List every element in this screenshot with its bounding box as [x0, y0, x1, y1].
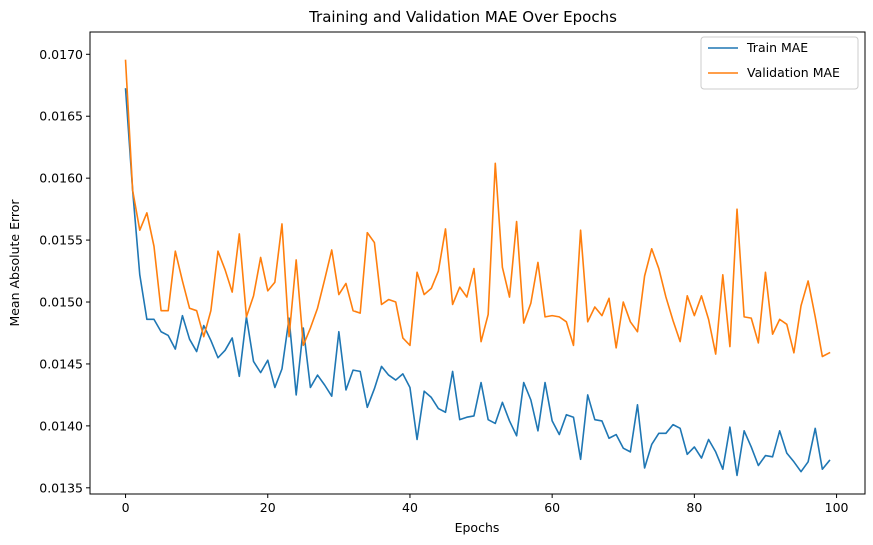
- chart-title: Training and Validation MAE Over Epochs: [308, 8, 617, 26]
- x-tick-label: 0: [122, 500, 130, 515]
- y-tick-label: 0.0160: [39, 171, 83, 186]
- series-layer: [124, 59, 831, 477]
- y-tick-label: 0.0155: [39, 233, 83, 248]
- y-tick-label: 0.0135: [39, 480, 83, 495]
- y-tick-label: 0.0140: [39, 418, 83, 433]
- legend-box: [700, 36, 859, 90]
- y-tick-label: 0.0170: [39, 47, 83, 62]
- y-tick-label: 0.0145: [39, 356, 83, 371]
- x-tick-label: 20: [260, 500, 276, 515]
- series-line-validation-mae: [124, 59, 831, 358]
- legend-label-validation-mae: Validation MAE: [747, 65, 840, 80]
- y-axis: 0.0135 0.0140 0.0145 0.0150 0.0155 0.0160 0.01…: [39, 47, 90, 495]
- x-tick-label: 60: [544, 500, 560, 515]
- x-axis-title: Epochs: [455, 520, 500, 535]
- y-tick-label: 0.0165: [39, 109, 83, 124]
- x-axis: 0 20 40 60 80 100: [122, 494, 849, 515]
- legend: Train MAE Validation MAE: [700, 36, 859, 90]
- y-tick-label: 0.0150: [39, 295, 83, 310]
- x-tick-label: 100: [825, 500, 849, 515]
- x-tick-label: 80: [686, 500, 702, 515]
- y-axis-title: Mean Absolute Error: [7, 199, 22, 327]
- series-line-train-mae: [124, 88, 831, 477]
- plot-frame: [89, 31, 866, 495]
- x-tick-label: 40: [402, 500, 418, 515]
- legend-label-train-mae: Train MAE: [746, 40, 808, 55]
